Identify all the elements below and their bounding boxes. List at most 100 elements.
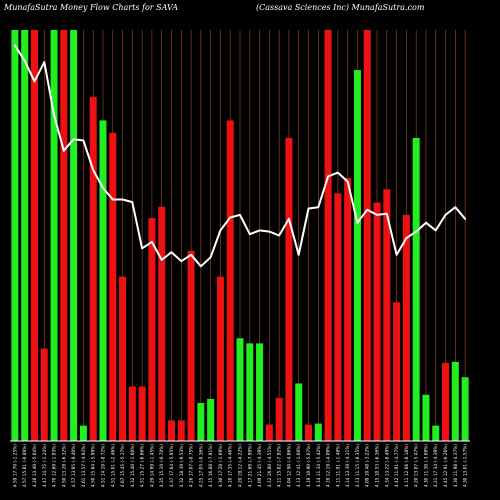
volume-bar xyxy=(305,424,313,441)
volume-bar xyxy=(40,348,48,441)
volume-bar xyxy=(461,377,469,441)
volume-bar xyxy=(334,193,342,441)
x-tick-label: 4.11 15.82 (-7.92%) xyxy=(277,444,283,487)
x-tick-label: 4.26 17.07 (-0.75%) xyxy=(189,444,195,487)
volume-bar xyxy=(373,202,381,441)
volume-bar xyxy=(432,425,440,441)
volume-bar xyxy=(158,206,166,441)
x-tick-label: 4.10 17.35 (-4.46%) xyxy=(228,444,234,487)
x-tick-label: 4.21 17.34 (-4.39%) xyxy=(433,444,439,487)
volume-bar xyxy=(109,132,117,441)
x-tick-label: 4.14 13.39 (-4.31%) xyxy=(345,444,351,487)
x-tick-label: 4.11 11.91 (-1.48%) xyxy=(335,444,341,487)
x-tick-label: 4.70 12.69 (-1.83%) xyxy=(52,444,58,487)
volume-bar xyxy=(79,425,87,441)
x-tick-label: 4.59 17.70 (-1.25%) xyxy=(12,444,18,487)
x-tick-label: 4.20 13.87 (-5.47%) xyxy=(414,444,420,487)
volume-bar xyxy=(207,398,215,441)
volume-bar xyxy=(285,137,293,441)
x-tick-label: 4.20 19.12 (-4.22%) xyxy=(238,444,244,487)
volume-bar xyxy=(187,250,195,441)
x-tick-label: 4.67 15.45 (-5.17%) xyxy=(120,444,126,487)
volume-bar xyxy=(295,383,303,441)
x-tick-label: 4.45 12.91 (-0.26%) xyxy=(443,444,449,487)
x-tick-label: 4.57 15.81 (-0.89%) xyxy=(22,444,28,487)
x-tick-label: 4.50 13.28 (-6.32%) xyxy=(61,444,67,487)
x-tick-label: 4.17 21.69 (-7.99%) xyxy=(247,444,253,487)
x-tick-label: 4.15 16.88 (-7.91%) xyxy=(208,444,214,487)
x-tick-labels: 4.59 17.70 (-1.25%) 4.57 15.81 (-0.89%) 4.… xyxy=(12,444,468,487)
x-tick-label: 4.32 15.40 (-1.60%) xyxy=(130,444,136,487)
x-tick-label: 4.51 15.01 (-2.46%) xyxy=(110,444,116,487)
volume-bar xyxy=(246,343,254,441)
volume-bar xyxy=(197,402,205,441)
x-tick-label: 4.09 10.48 (-3.22%) xyxy=(365,444,371,487)
volume-bar xyxy=(393,302,401,441)
volume-bar xyxy=(353,70,361,441)
volume-bar xyxy=(138,386,146,441)
x-tick-label: 4.19 10.90 (-5.07%) xyxy=(306,444,312,487)
volume-bars xyxy=(11,30,469,442)
x-tick-label: 4.15 10.53 (-6.36%) xyxy=(375,444,381,487)
x-tick-label: 4.51 15.27 (-6.66%) xyxy=(140,444,146,487)
volume-bar xyxy=(89,96,97,441)
chart-title-left: MunafaSutra Money Flow Charts for SAVA xyxy=(3,3,178,12)
volume-bar xyxy=(119,276,127,441)
volume-bar xyxy=(314,423,322,441)
volume-bar xyxy=(402,214,410,441)
volume-bar xyxy=(236,338,244,441)
volume-bar xyxy=(30,30,38,441)
volume-bar xyxy=(11,30,19,441)
x-tick-label: 4.09 21.45 (-4.39%) xyxy=(257,444,263,487)
x-tick-label: 4.25 17.05 (-0.36%) xyxy=(198,444,204,487)
volume-bar xyxy=(177,420,185,441)
x-tick-label: 4.50 15.64 (-5.99%) xyxy=(91,444,97,487)
volume-bar xyxy=(344,177,352,441)
x-tick-label: 4.30 17.28 (-1.69%) xyxy=(218,444,224,487)
volume-bar xyxy=(256,343,264,441)
x-tick-label: 4.34 13.22 (-8.49%) xyxy=(384,444,390,487)
volume-bar xyxy=(21,30,29,441)
x-tick-label: 4.11 12.66 (-8.18%) xyxy=(404,444,410,487)
volume-bar xyxy=(226,120,234,442)
volume-bar xyxy=(422,394,430,441)
volume-bar xyxy=(167,420,175,441)
volume-bar xyxy=(275,397,283,441)
volume-bar xyxy=(383,189,391,441)
volume-bar xyxy=(265,424,273,441)
x-tick-label: 4.30 13.01 (-1.57%) xyxy=(463,444,469,487)
x-tick-label: 4.57 13.95 (-8.40%) xyxy=(71,444,77,487)
volume-bar xyxy=(99,120,107,442)
x-tick-label: 4.28 13.40 (-5.04%) xyxy=(32,444,38,487)
chart-title-right: (Cassava Sciences Inc) MunafaSutra.com xyxy=(256,3,425,12)
x-tick-label: 4.14 11.34 (-5.42%) xyxy=(316,444,322,487)
x-tick-label: 4.61 13.57 (-4.92%) xyxy=(81,444,87,487)
volume-bar xyxy=(412,137,420,441)
x-tick-label: 4.37 17.64 (-5.95%) xyxy=(169,444,175,487)
volume-bar xyxy=(451,361,459,441)
x-tick-label: 4.29 14.99 (-1.45%) xyxy=(149,444,155,487)
x-tick-label: 4.35 15.10 (-0.78%) xyxy=(159,444,165,487)
x-tick-label: 4.13 12.41 (-1.68%) xyxy=(296,444,302,487)
x-tick-label: 4.32 18.39 (-9.53%) xyxy=(179,444,185,487)
x-tick-label: 4.12 16.80 (-4.51%) xyxy=(267,444,273,487)
volume-bar xyxy=(128,386,136,441)
volume-bar xyxy=(324,30,332,441)
x-tick-label: 4.04 12.90 (-4.86%) xyxy=(286,444,292,487)
x-tick-label: 4.30 11.30 (-3.69%) xyxy=(423,444,429,487)
x-tick-label: 4.47 14.75 (-1.24%) xyxy=(42,444,48,487)
volume-bar xyxy=(442,362,450,441)
money-flow-line xyxy=(13,44,467,268)
volume-bar xyxy=(50,30,58,441)
x-tick-label: 4.19 12.19 (-4.09%) xyxy=(326,444,332,487)
volume-bar xyxy=(148,218,156,441)
x-tick-label: 4.30 11.98 (-4.37%) xyxy=(453,444,459,487)
x-tick-label: 4.51 14.10 (-8.72%) xyxy=(100,444,106,487)
x-tick-label: 4.13 11.15 (-8.35%) xyxy=(355,444,361,487)
volume-bar xyxy=(216,276,224,441)
volume-bar xyxy=(70,30,78,441)
x-tick-label: 4.42 11.91 (-4.77%) xyxy=(394,444,400,487)
volume-bar xyxy=(363,30,371,441)
volume-bar xyxy=(60,30,68,441)
